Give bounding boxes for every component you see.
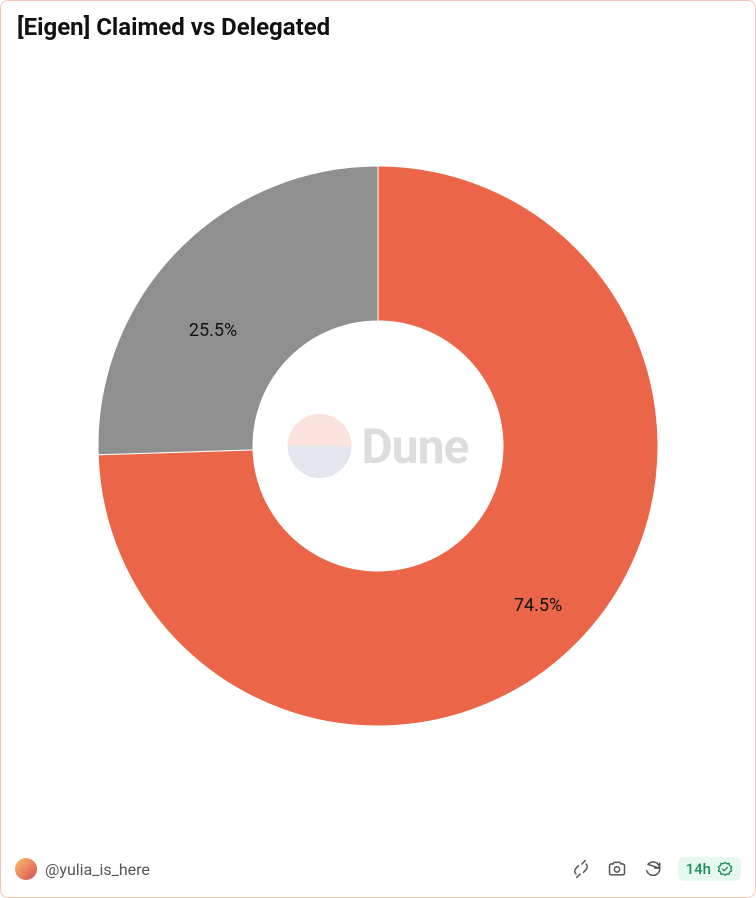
donut-slice-delegated[interactable]: [98, 166, 378, 455]
slice-label-delegated: 25.5%: [189, 320, 237, 341]
time-badge[interactable]: 14h: [678, 857, 741, 881]
refresh-icon[interactable]: [642, 858, 664, 880]
camera-icon[interactable]: [606, 858, 628, 880]
footer-actions: 14h: [570, 857, 741, 881]
card-title: [Eigen] Claimed vs Delegated: [17, 13, 739, 41]
card-footer: @yulia_is_here: [1, 851, 755, 897]
donut-chart: 74.5% 25.5%: [28, 66, 728, 826]
author-avatar[interactable]: [15, 858, 37, 880]
time-badge-text: 14h: [686, 860, 711, 878]
verified-check-icon: [717, 861, 733, 877]
chart-area: Dune 74.5%25.5%: [1, 41, 755, 851]
slice-label-claimed: 74.5%: [514, 595, 562, 616]
connect-icon[interactable]: [570, 858, 592, 880]
chart-card: [Eigen] Claimed vs Delegated Dune 74.5%2…: [0, 0, 756, 898]
author-username[interactable]: @yulia_is_here: [45, 860, 150, 879]
card-header: [Eigen] Claimed vs Delegated: [1, 1, 755, 41]
